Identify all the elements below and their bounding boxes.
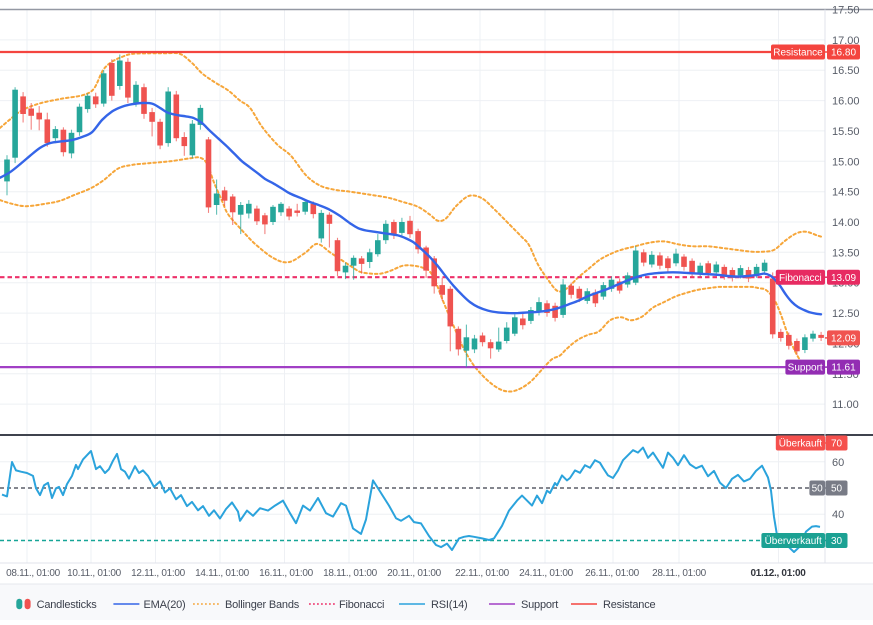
svg-text:Resistance: Resistance <box>603 599 655 611</box>
svg-text:17.00: 17.00 <box>832 35 860 47</box>
svg-text:13.50: 13.50 <box>832 247 860 259</box>
svg-text:Resistance: Resistance <box>773 48 823 59</box>
svg-text:Support: Support <box>521 599 558 611</box>
svg-text:Support: Support <box>788 363 823 374</box>
svg-text:11.00: 11.00 <box>832 399 859 411</box>
svg-text:15.00: 15.00 <box>832 156 860 168</box>
svg-text:50: 50 <box>831 484 843 495</box>
svg-text:12.11., 01:00: 12.11., 01:00 <box>131 568 185 579</box>
svg-text:Bollinger Bands: Bollinger Bands <box>225 599 300 611</box>
svg-text:13.09: 13.09 <box>831 273 856 284</box>
svg-text:12.50: 12.50 <box>832 308 860 320</box>
svg-text:22.11., 01:00: 22.11., 01:00 <box>455 568 509 579</box>
svg-text:18.11., 01:00: 18.11., 01:00 <box>323 568 377 579</box>
svg-text:12.09: 12.09 <box>831 334 856 345</box>
svg-text:08.11., 01:00: 08.11., 01:00 <box>6 568 60 579</box>
svg-text:Fibonacci: Fibonacci <box>779 273 822 284</box>
svg-text:16.00: 16.00 <box>832 96 860 108</box>
svg-text:Überverkauft: Überverkauft <box>765 535 822 547</box>
svg-text:60: 60 <box>832 457 844 469</box>
svg-text:15.50: 15.50 <box>832 126 860 138</box>
svg-text:14.00: 14.00 <box>832 217 860 229</box>
svg-text:20.11., 01:00: 20.11., 01:00 <box>387 568 441 579</box>
svg-text:Fibonacci: Fibonacci <box>339 599 384 611</box>
svg-text:24.11., 01:00: 24.11., 01:00 <box>519 568 573 579</box>
svg-text:26.11., 01:00: 26.11., 01:00 <box>585 568 639 579</box>
svg-text:50: 50 <box>812 484 824 495</box>
svg-text:17.50: 17.50 <box>832 5 860 17</box>
svg-text:16.80: 16.80 <box>831 48 856 59</box>
svg-text:70: 70 <box>831 439 843 450</box>
svg-text:14.50: 14.50 <box>832 187 860 199</box>
svg-text:RSI(14): RSI(14) <box>431 599 468 611</box>
svg-text:16.50: 16.50 <box>832 65 860 77</box>
svg-text:40: 40 <box>832 509 844 521</box>
svg-text:14.11., 01:00: 14.11., 01:00 <box>195 568 249 579</box>
svg-text:10.11., 01:00: 10.11., 01:00 <box>67 568 121 579</box>
svg-text:28.11., 01:00: 28.11., 01:00 <box>652 568 706 579</box>
svg-text:Überkauft: Überkauft <box>779 438 823 450</box>
svg-text:11.61: 11.61 <box>831 363 856 374</box>
svg-text:16.11., 01:00: 16.11., 01:00 <box>259 568 313 579</box>
svg-text:30: 30 <box>831 536 843 547</box>
svg-text:EMA(20): EMA(20) <box>144 599 186 611</box>
svg-text:Candlesticks: Candlesticks <box>37 599 98 611</box>
svg-text:01.12., 01:00: 01.12., 01:00 <box>750 568 806 579</box>
